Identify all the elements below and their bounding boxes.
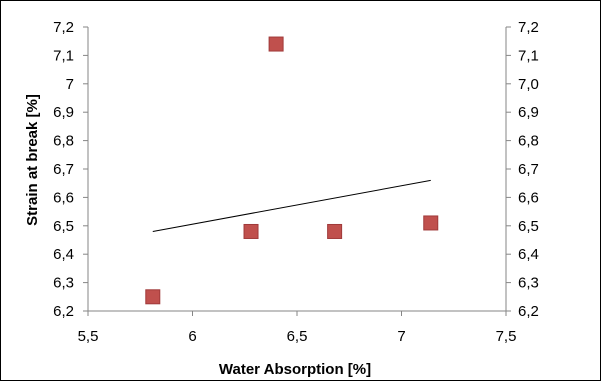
y-left-tick-label: 6,2 [53,303,74,320]
trendline-layer [152,179,431,232]
linear-trendline [152,179,431,232]
data-point-square [327,223,343,239]
y-left-tick-label: 7,1 [53,47,74,64]
y-right-tick-label: 7,1 [518,47,539,64]
y-right-tick-label: 6,9 [518,104,539,121]
y-right-tick-label: 6,7 [518,161,539,178]
y-right-tick-label: 6,8 [518,133,539,150]
y-right-tick-label: 6,2 [518,303,539,320]
x-tick-label: 5,5 [78,328,99,345]
data-point-square [268,36,284,52]
y-axis-title: Strain at break [%] [24,94,41,226]
y-left-tick-label: 6,7 [53,161,74,178]
y-left-tick-label: 7,2 [53,19,74,36]
y-left-tick-label: 6,4 [53,246,74,263]
y-right-tick-label: 6,3 [518,275,539,292]
y-right-tick-label: 7,2 [518,19,539,36]
y-right-tick-label: 6,5 [518,218,539,235]
y-left-tick-label: 6,5 [53,218,74,235]
x-axis-title: Water Absorption [%] [219,361,371,378]
y-left-tick-label: 6,8 [53,133,74,150]
data-point-square [145,289,161,305]
y-right-tick-label: 7,0 [518,76,539,93]
y-left-tick-label: 6,9 [53,104,74,121]
y-left-tick-label: 7 [66,76,74,93]
data-point-square [423,215,439,231]
data-points [145,36,439,305]
x-tick-label: 6 [188,328,196,345]
data-point-square [243,223,259,239]
x-tick-label: 7,5 [496,328,517,345]
x-tick-label: 6,5 [287,328,308,345]
y-left-tick-label: 6,6 [53,189,74,206]
y-left-tick-label: 6,3 [53,275,74,292]
y-right-tick-label: 6,4 [518,246,539,263]
ticks: 5,5 6 6,5 7 7,56,26,36,46,56,66,76,86,977,17… [53,19,539,345]
y-right-tick-label: 6,6 [518,189,539,206]
x-tick-label: 7 [397,328,405,345]
